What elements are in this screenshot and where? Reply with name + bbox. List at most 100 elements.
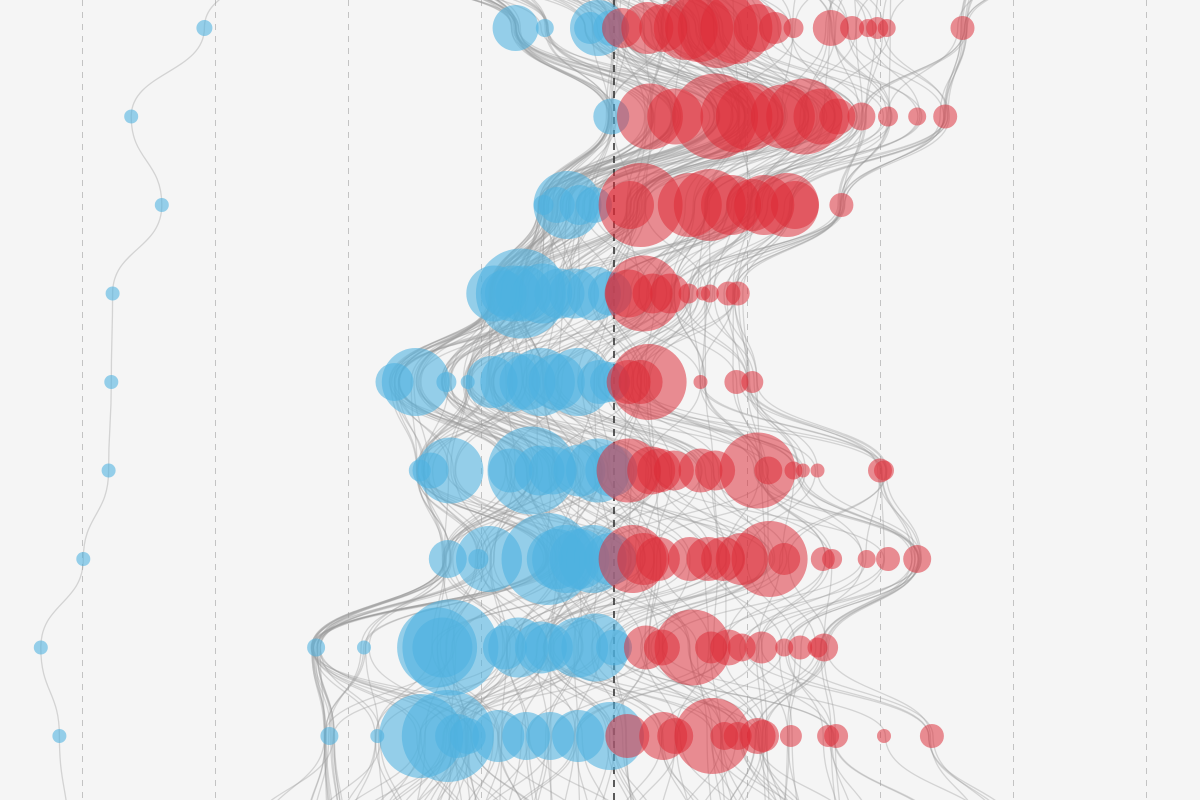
dem-point bbox=[480, 270, 527, 317]
dem-point bbox=[528, 446, 577, 495]
rep-point bbox=[754, 456, 783, 485]
dem-point bbox=[549, 268, 600, 319]
dem-point bbox=[428, 540, 467, 578]
trail-line bbox=[40, 0, 220, 800]
trail-line bbox=[317, 0, 613, 800]
rep-point bbox=[795, 463, 810, 478]
trail-line bbox=[424, 0, 618, 800]
dem-point bbox=[524, 623, 573, 672]
rep-point bbox=[639, 4, 688, 52]
rep-point bbox=[695, 450, 736, 491]
rep-point bbox=[701, 537, 746, 581]
trail-line bbox=[576, 0, 825, 800]
trail-line bbox=[699, 0, 987, 800]
dem-point bbox=[465, 356, 518, 408]
rep-point bbox=[768, 543, 801, 575]
trail-line bbox=[365, 0, 610, 800]
dem-point bbox=[492, 5, 539, 51]
rep-point bbox=[859, 19, 877, 37]
dem-point bbox=[307, 638, 326, 657]
rep-point bbox=[693, 375, 708, 389]
dem-point bbox=[375, 363, 414, 401]
dem-point bbox=[528, 354, 585, 410]
rep-point bbox=[647, 88, 704, 145]
rep-point bbox=[779, 725, 802, 747]
rep-point bbox=[903, 545, 932, 573]
rep-point bbox=[723, 722, 752, 750]
rep-point bbox=[657, 718, 694, 754]
rep-point bbox=[810, 463, 825, 478]
rep-point bbox=[822, 549, 843, 569]
rep-point bbox=[770, 181, 819, 229]
rep-point bbox=[950, 16, 975, 40]
rep-point bbox=[726, 179, 779, 231]
dem-point bbox=[482, 625, 527, 670]
rep-point bbox=[747, 720, 779, 752]
data-points bbox=[33, 0, 975, 782]
rep-point bbox=[643, 629, 680, 666]
rep-point bbox=[618, 360, 663, 404]
rep-point bbox=[727, 633, 756, 662]
trail-line bbox=[682, 0, 989, 800]
rep-point bbox=[741, 371, 764, 393]
dem-point bbox=[436, 372, 457, 392]
dem-point bbox=[379, 694, 464, 778]
rep-point bbox=[919, 724, 944, 748]
dem-point bbox=[460, 375, 475, 389]
rep-point bbox=[783, 18, 804, 38]
rep-point bbox=[678, 283, 699, 304]
dem-point bbox=[52, 729, 67, 743]
dem-point bbox=[596, 629, 632, 666]
rep-point bbox=[817, 725, 840, 747]
rep-point bbox=[812, 10, 849, 46]
rep-point bbox=[724, 370, 749, 394]
rep-point bbox=[933, 104, 958, 129]
rep-point bbox=[877, 729, 891, 743]
rep-point bbox=[788, 635, 813, 660]
dem-point bbox=[33, 640, 48, 655]
rep-point bbox=[819, 98, 856, 135]
dem-point bbox=[488, 448, 533, 493]
rep-point bbox=[840, 16, 865, 40]
dem-point bbox=[535, 19, 554, 37]
dem-point bbox=[154, 198, 169, 212]
rep-point bbox=[606, 181, 654, 229]
dem-point bbox=[408, 459, 431, 482]
dem-point bbox=[456, 526, 522, 592]
dem-point bbox=[412, 617, 473, 678]
rep-point bbox=[745, 631, 778, 664]
rep-point bbox=[857, 550, 876, 568]
rep-point bbox=[695, 631, 728, 664]
rep-point bbox=[605, 714, 650, 758]
rep-point bbox=[653, 450, 694, 491]
rep-point bbox=[654, 609, 731, 686]
dem-point bbox=[533, 195, 554, 215]
rep-point bbox=[725, 281, 750, 306]
dem-point bbox=[101, 463, 116, 478]
rep-point bbox=[874, 460, 894, 481]
trail-line bbox=[277, 0, 674, 800]
rep-point bbox=[602, 8, 642, 48]
trail-line bbox=[733, 0, 986, 800]
rep-point bbox=[878, 106, 898, 127]
dem-point bbox=[468, 549, 489, 569]
rep-point bbox=[877, 19, 896, 37]
trail-line bbox=[742, 0, 969, 800]
rep-point bbox=[908, 107, 927, 126]
dem-point bbox=[76, 552, 91, 566]
dem-point bbox=[104, 375, 119, 389]
rep-point bbox=[696, 286, 711, 301]
dem-point bbox=[357, 640, 371, 655]
rep-point bbox=[847, 102, 876, 131]
trail-line bbox=[704, 0, 990, 800]
rep-point bbox=[775, 638, 794, 657]
rep-point bbox=[635, 537, 680, 581]
dem-point bbox=[320, 727, 339, 745]
dem-point bbox=[124, 109, 139, 124]
dem-point bbox=[526, 712, 575, 760]
rep-point bbox=[829, 193, 854, 217]
rep-point bbox=[807, 637, 828, 658]
dem-point bbox=[105, 286, 120, 301]
dem-point bbox=[449, 718, 486, 754]
